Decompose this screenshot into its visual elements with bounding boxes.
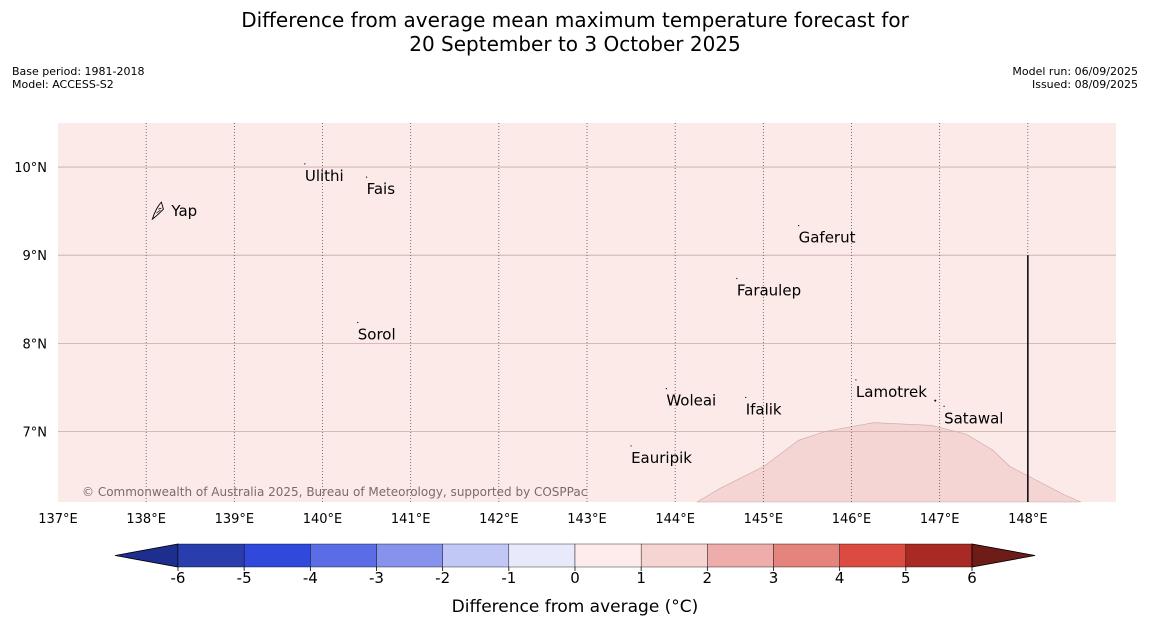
colorbar-segment	[640, 543, 708, 568]
lat-tick-label: 8°N	[23, 337, 48, 352]
lat-tick-label: 7°N	[23, 425, 48, 440]
colorbar-tick-label: 1	[636, 569, 646, 587]
place-marker	[798, 224, 800, 227]
lon-tick-label: 138°E	[126, 512, 166, 527]
colorbar-segment	[310, 543, 377, 568]
colorbar-tick-label: -5	[237, 569, 252, 587]
lon-tick-label: 144°E	[655, 512, 695, 527]
colorbar-tick-label: 3	[769, 569, 779, 587]
place-label: Ulithi	[305, 167, 344, 185]
map-axes: 7°N 8°N 9°N 10°N 137°E 138°E 139°E 140°E 141°E 14…	[14, 161, 1047, 527]
colorbar-segment	[839, 543, 907, 568]
lat-tick-label: 10°N	[14, 161, 47, 176]
lon-tick-label: 139°E	[215, 512, 255, 527]
model-info: Base period: 1981-2018 Model: ACCESS-S2	[12, 65, 144, 91]
colorbar-segment	[574, 543, 642, 568]
colorbar-high-extension	[971, 543, 1036, 568]
colorbar-tick-label: 2	[703, 569, 713, 587]
base-period-text: Base period: 1981-2018	[12, 65, 145, 78]
map-title-line-1: Difference from average mean maximum tem…	[241, 8, 909, 32]
place-marker	[304, 163, 306, 165]
lat-tick-label: 9°N	[23, 249, 48, 264]
place-marker	[745, 396, 747, 399]
place-label: Satawal	[944, 409, 1003, 427]
place-marker	[665, 388, 667, 390]
colorbar-tick-label: -6	[171, 569, 186, 587]
lon-tick-label: 137°E	[38, 512, 78, 527]
place-label: Eauripik	[631, 449, 692, 467]
island-dot	[934, 399, 937, 402]
lon-tick-label: 147°E	[920, 512, 960, 527]
colorbar-segment	[773, 543, 840, 568]
place-label: Faraulep	[737, 281, 801, 299]
issue-info: Model run: 06/09/2025 Issued: 08/09/2025	[1012, 65, 1138, 91]
place-label: Fais	[367, 180, 396, 198]
warm-anomaly-region	[696, 422, 1081, 503]
map-panel: Ulithi Fais Yap Gaferut Faraulep Sorol Lamotre…	[58, 123, 1116, 503]
colorbar-segment	[442, 543, 510, 568]
place-label: Ifalik	[746, 400, 782, 418]
lon-tick-label: 145°E	[744, 512, 784, 527]
issued-date-text: Issued: 08/09/2025	[1031, 78, 1138, 91]
colorbar-low-extension	[114, 543, 179, 568]
place-label: Sorol	[358, 326, 396, 344]
place-label: Yap	[170, 202, 197, 220]
place-marker	[365, 176, 368, 178]
colorbar-segment	[905, 543, 973, 568]
colorbar-tick-label: 6	[967, 569, 977, 587]
lon-tick-label: 140°E	[303, 512, 343, 527]
lon-tick-label: 141°E	[391, 512, 431, 527]
colorbar-tick-label: -2	[435, 569, 450, 587]
yap-island-outline	[151, 201, 164, 221]
colorbar-tick-label: 0	[570, 569, 580, 587]
colorbar-tick-label: -1	[501, 569, 516, 587]
colorbar-segment	[707, 543, 774, 568]
model-name-text: Model: ACCESS-S2	[12, 78, 114, 91]
colorbar-segment	[376, 543, 443, 568]
place-marker	[855, 379, 857, 381]
colorbar-tick-label: 4	[835, 569, 845, 587]
map-title: Difference from average mean maximum tem…	[0, 8, 1150, 56]
colorbar: -6 -5 -4 -3 -2 -1 0 1 2 3 4 5 6 Difference from avera…	[114, 543, 1036, 617]
place-marker	[943, 405, 945, 407]
colorbar-tick-label: 5	[901, 569, 911, 587]
map-title-line-2: 20 September to 3 October 2025	[409, 32, 741, 56]
copyright-text: © Commonwealth of Australia 2025, Bureau…	[82, 485, 587, 499]
place-marker	[736, 277, 738, 280]
colorbar-tick-label: -4	[303, 569, 318, 587]
place-label: Lamotrek	[856, 383, 927, 401]
yap-island-detail	[156, 207, 162, 214]
lon-tick-label: 148°E	[1008, 512, 1048, 527]
place-marker	[357, 321, 359, 324]
lon-tick-label: 143°E	[567, 512, 607, 527]
lon-tick-label: 146°E	[832, 512, 872, 527]
lon-tick-label: 142°E	[479, 512, 519, 527]
colorbar-segment	[177, 543, 245, 568]
place-label: Woleai	[666, 392, 716, 410]
colorbar-tick-label: -3	[369, 569, 384, 587]
colorbar-label: Difference from average (°C)	[452, 597, 699, 617]
place-label: Gaferut	[799, 229, 856, 247]
model-run-text: Model run: 06/09/2025	[1012, 65, 1138, 78]
colorbar-segment	[243, 543, 311, 568]
colorbar-segment	[508, 543, 576, 568]
place-marker	[630, 445, 632, 447]
